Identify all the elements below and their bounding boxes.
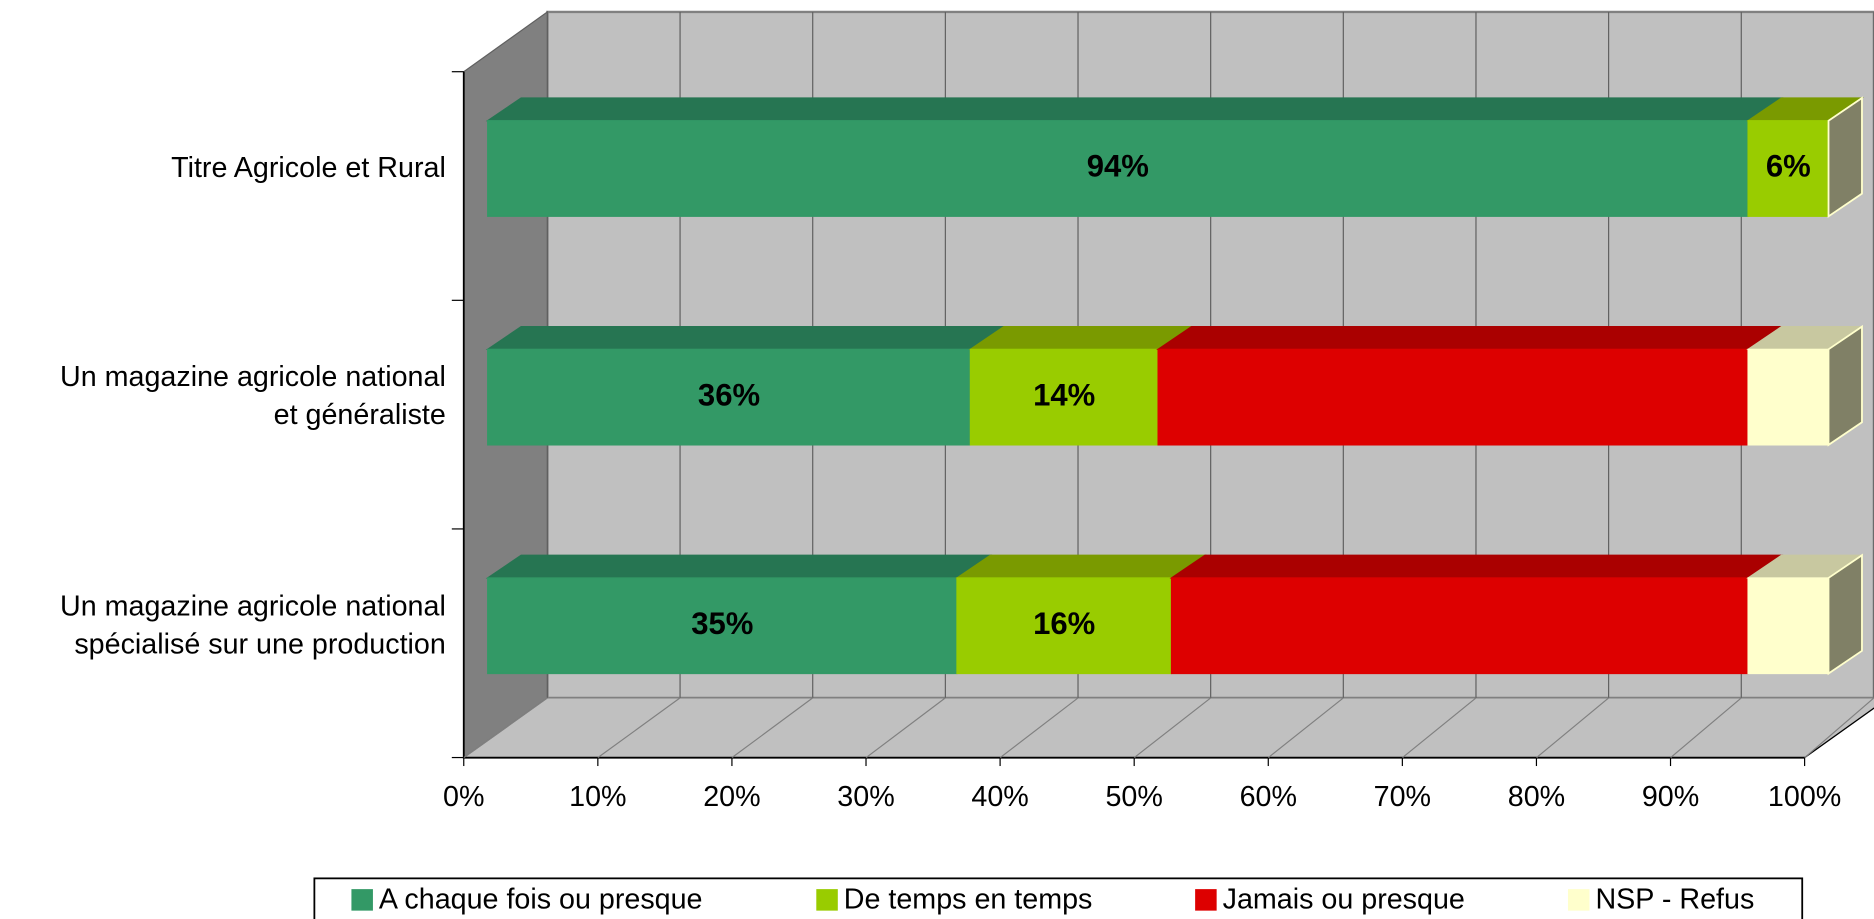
x-tick-label: 100% — [1768, 781, 1841, 813]
bars: 94% 6% 36% 14% 35% 16% — [485, 96, 1864, 676]
category-label-box: Un magazine agricole national et général… — [59, 361, 446, 432]
floor-grid-line — [1133, 697, 1212, 759]
legend-label: A chaque fois ou presque — [379, 884, 703, 916]
bar — [969, 348, 1159, 446]
floor-edge — [1804, 707, 1874, 759]
bar — [1747, 577, 1830, 675]
value-label: 36% — [698, 377, 760, 412]
x-tick-label: 60% — [1240, 781, 1297, 813]
floor-grid-line — [463, 697, 548, 759]
floor-grid-line — [1536, 697, 1610, 759]
legend-swatch — [351, 889, 373, 911]
legend-swatch — [816, 889, 838, 911]
value-label: 94% — [1087, 149, 1149, 184]
x-tick-label: 80% — [1508, 781, 1565, 813]
x-tick-label: 10% — [569, 781, 626, 813]
floor-grid-line — [1804, 697, 1874, 759]
bar — [487, 577, 958, 675]
bar-top — [485, 97, 1784, 122]
floor-grid-line — [1401, 697, 1477, 759]
value-label: 6% — [1766, 149, 1811, 184]
floor-grid-line — [1267, 697, 1344, 759]
bar-side — [1827, 553, 1863, 676]
legend-box — [313, 877, 1804, 919]
bar — [1747, 348, 1830, 446]
bar-top — [955, 554, 1207, 579]
x-tick-label: 20% — [703, 781, 760, 813]
legend-swatch — [1567, 889, 1590, 911]
bar-top — [968, 326, 1194, 350]
category-labels: Titre Agricole et Rural Un magazine agric… — [59, 151, 446, 661]
x-tick-label: 50% — [1105, 781, 1162, 813]
bar — [956, 577, 1173, 675]
bar-top — [1156, 326, 1784, 350]
floor-grid-line — [1670, 697, 1742, 759]
value-label: 14% — [1033, 377, 1095, 412]
category-label-box: Titre Agricole et Rural — [171, 151, 446, 185]
x-tick-label: 70% — [1374, 781, 1431, 813]
legend-label: De temps en temps — [844, 884, 1093, 916]
bar — [1747, 120, 1830, 217]
bar-top — [485, 554, 993, 579]
category-label-box: Un magazine agricole national spécialisé… — [59, 589, 446, 661]
bar-top — [1169, 554, 1784, 579]
x-tick-label: 0% — [443, 781, 484, 813]
floor-grid-line — [731, 697, 814, 759]
legend-label: Jamais ou presque — [1223, 884, 1465, 916]
floor-grid-line — [999, 697, 1079, 759]
bar-side — [1827, 96, 1863, 218]
bar — [487, 120, 1749, 217]
legend-swatch — [1195, 889, 1217, 911]
x-tick-label: 40% — [971, 781, 1028, 813]
category-label: Un magazine agricole national spécialisé… — [59, 589, 446, 661]
floor-grid-line — [597, 697, 681, 759]
bar — [1157, 348, 1749, 446]
value-label: 16% — [1033, 606, 1095, 641]
category-label: Titre Agricole et Rural — [171, 151, 446, 185]
bar-side — [1827, 324, 1863, 447]
x-tick-label: 30% — [837, 781, 894, 813]
value-label: 35% — [691, 606, 753, 641]
bar — [487, 348, 971, 446]
floor — [461, 697, 1874, 759]
bar — [1170, 577, 1749, 675]
legend: A chaque fois ou presque De temps en temp… — [313, 877, 1804, 919]
floor-grid-line — [865, 697, 946, 759]
bar-top — [485, 326, 1006, 350]
category-label: Un magazine agricole national et général… — [59, 361, 446, 432]
x-tick-label: 90% — [1642, 781, 1699, 813]
legend-label: NSP - Refus — [1595, 884, 1754, 916]
